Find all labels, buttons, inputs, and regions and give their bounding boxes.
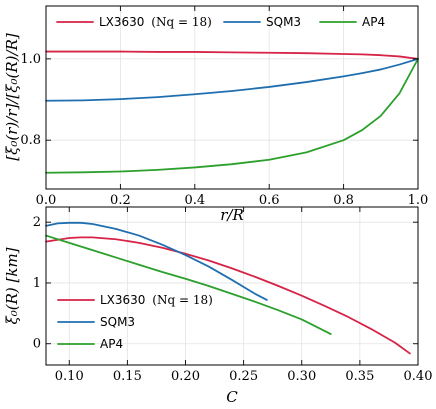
legend-suffix-lx3630: (Nq = 18) (151, 15, 212, 29)
top-x-tick-label: 0.6 (259, 193, 280, 208)
bottom-ticks: 0.10 0.15 0.20 0.25 0.30 0.35 0.40 0 1 2 (33, 207, 433, 384)
legend-label-ap4: AP4 (100, 337, 123, 351)
top-x-tick-label: 0.8 (333, 193, 354, 208)
top-series-line-sqm3 (45, 57, 419, 102)
bottom-x-tick-label: 0.25 (229, 369, 258, 384)
legend-label-sqm3: SQM3 (266, 15, 301, 29)
top-ticks: 0.0 0.2 0.4 0.6 0.8 1.0 0.8 1.0 (20, 6, 428, 208)
top-y-tick-label: 0.8 (20, 133, 41, 148)
legend-label-ap4: AP4 (362, 15, 385, 29)
bottom-panel: 0.10 0.15 0.20 0.25 0.30 0.35 0.40 0 1 2 LX3630 (… (3, 206, 433, 406)
bottom-y-tick-label: 1 (33, 276, 41, 291)
top-y-axis-label: [ξ₀(r)/r]/[ξ₀(R)/R] (3, 33, 21, 161)
top-grid (45, 6, 419, 189)
bottom-series-line-ap4 (45, 234, 332, 335)
bottom-series (45, 221, 411, 355)
legend-label-sqm3: SQM3 (100, 315, 135, 329)
bottom-x-tick-label: 0.40 (404, 369, 433, 384)
bottom-y-tick-label: 0 (33, 337, 41, 352)
top-x-tick-label: 0.2 (110, 193, 131, 208)
top-panel: 0.0 0.2 0.4 0.6 0.8 1.0 0.8 1.0 LX3630 (Nq = 18… (3, 5, 428, 224)
bottom-x-tick-label: 0.10 (55, 369, 84, 384)
top-plot-frame (45, 5, 419, 190)
top-x-tick-label: 0.4 (184, 193, 205, 208)
top-series-line-lx3630 (45, 50, 419, 60)
bottom-x-tick-label: 0.35 (345, 369, 374, 384)
bottom-series-line-sqm3 (45, 221, 268, 301)
legend-suffix-lx3630: (Nq = 18) (152, 293, 213, 307)
bottom-x-axis-label: C (226, 388, 238, 406)
top-x-axis-label: r/R (220, 206, 244, 224)
bottom-legend: LX3630 (Nq = 18) SQM3 AP4 (57, 293, 213, 351)
top-x-tick-label: 0.0 (36, 193, 57, 208)
top-legend: LX3630 (Nq = 18) SQM3 AP4 (56, 15, 385, 29)
legend-label-lx3630: LX3630 (Nq = 18) (99, 15, 212, 29)
bottom-plot-frame (45, 206, 419, 366)
bottom-x-tick-label: 0.15 (113, 369, 142, 384)
bottom-y-axis-label: ξ₀(R) [km] (3, 247, 21, 324)
bottom-series-line-lx3630 (45, 236, 411, 355)
bottom-y-tick-label: 2 (33, 215, 41, 230)
bottom-x-tick-label: 0.20 (171, 369, 200, 384)
top-y-tick-label: 1.0 (20, 52, 41, 67)
top-x-tick-label: 1.0 (408, 193, 429, 208)
top-series (45, 50, 419, 174)
bottom-x-tick-label: 0.30 (287, 369, 316, 384)
top-series-line-ap4 (45, 57, 419, 174)
legend-label-lx3630: LX3630 (Nq = 18) (100, 293, 213, 307)
